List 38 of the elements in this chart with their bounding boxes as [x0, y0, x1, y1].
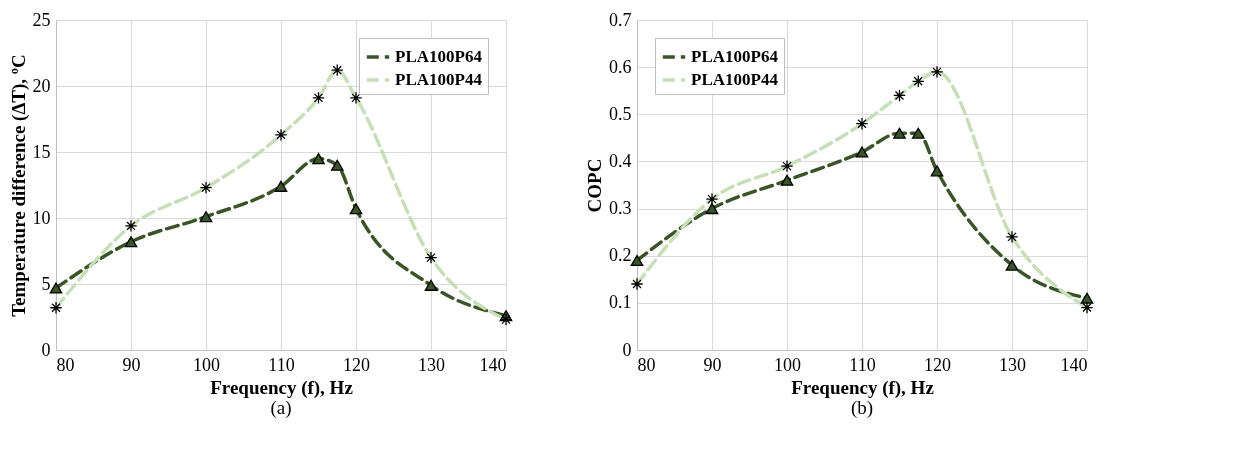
x-axis-title: Frequency (f), Hz: [210, 376, 354, 399]
legend-label: PLA100P44: [395, 70, 483, 89]
text: (a): [270, 397, 292, 419]
y-tick-label: 0.6: [609, 56, 632, 77]
x-tick-label: 120: [343, 354, 370, 375]
x-tick-label: 90: [122, 354, 141, 375]
x-tick-label: 130: [418, 354, 445, 375]
x-tick-label: 80: [56, 354, 75, 375]
text: (b): [850, 397, 874, 419]
y-axis-title: Temperature difference (ΔT), ºC: [7, 54, 30, 317]
y-tick-label: 0.2: [609, 245, 632, 266]
x-tick-label: 100: [193, 354, 220, 375]
y-tick-label: 0.3: [609, 198, 632, 219]
x-tick-label: 100: [774, 354, 801, 375]
y-tick-label: 10: [32, 207, 51, 228]
x-tick-label: 110: [268, 354, 295, 375]
y-tick-label: 15: [32, 141, 51, 162]
legend-label: PLA100P44: [691, 70, 779, 89]
legend-label: PLA100P64: [395, 47, 483, 66]
y-tick-label: 5: [41, 273, 51, 294]
x-tick-label: 80: [637, 354, 656, 375]
x-tick-label: 140: [1060, 354, 1088, 375]
y-tick-label: 25: [32, 9, 51, 30]
y-tick-label: 0.1: [609, 292, 632, 313]
x-tick-label: 110: [849, 354, 876, 375]
legend-label: PLA100P64: [691, 47, 779, 66]
x-tick-label: 130: [999, 354, 1026, 375]
y-tick-label: 20: [32, 75, 51, 96]
x-tick-label: 120: [924, 354, 951, 375]
y-tick-label: 0.5: [609, 103, 632, 124]
y-tick-label: 0.7: [609, 9, 632, 30]
y-tick-label: 0: [41, 339, 51, 360]
x-tick-label: 90: [703, 354, 722, 375]
y-axis-title: COPC: [584, 158, 605, 213]
y-tick-label: 0.4: [609, 150, 632, 171]
x-tick-label: 140: [479, 354, 507, 375]
x-axis-title: Frequency (f), Hz: [791, 376, 935, 399]
y-tick-label: 0: [622, 339, 632, 360]
